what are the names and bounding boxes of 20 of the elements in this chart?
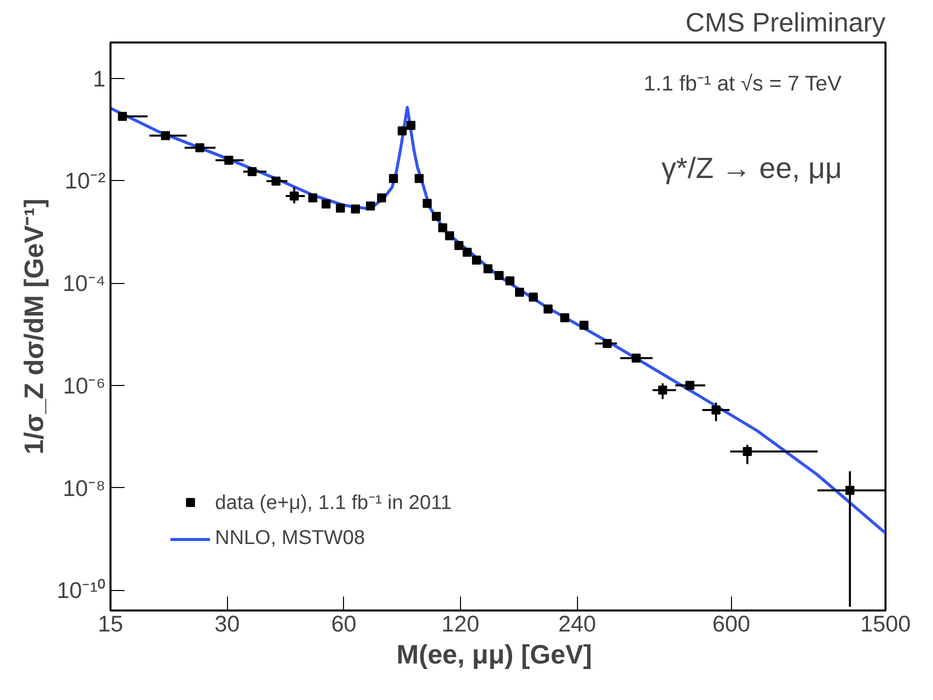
x-tick-label: 120 [442,610,480,636]
x-tick-label: 60 [331,610,356,636]
y-tick-label: 10⁻² [64,168,106,194]
x-tick-label: 30 [214,610,240,636]
y-tick-label: 1 [92,65,106,92]
x-tick-label: 600 [712,610,750,636]
x-tick-label: 1500 [860,610,911,636]
y-tick-label: 10⁻⁴ [62,270,106,296]
y-axis-title: 1/σ_Z dσ/dM [GeV⁻¹] [18,198,49,454]
legend-label: NNLO, MSTW08 [215,527,366,550]
x-tick-label: 15 [98,610,124,636]
chart-title: CMS Preliminary [686,8,886,38]
x-axis-title: M(ee, μμ) [GeV] [396,640,592,670]
annotation: 1.1 fb⁻¹ at √s = 7 TeV [644,71,842,96]
y-tick-label: 10⁻¹⁰ [56,577,106,604]
annotation: γ*/Z → ee, μμ [662,152,842,185]
y-tick-label: 10⁻⁸ [62,474,106,501]
y-tick-label: 10⁻⁶ [62,372,106,398]
legend-label: data (e+μ), 1.1 fb⁻¹ in 2011 [215,491,452,515]
x-tick-label: 240 [558,610,596,636]
